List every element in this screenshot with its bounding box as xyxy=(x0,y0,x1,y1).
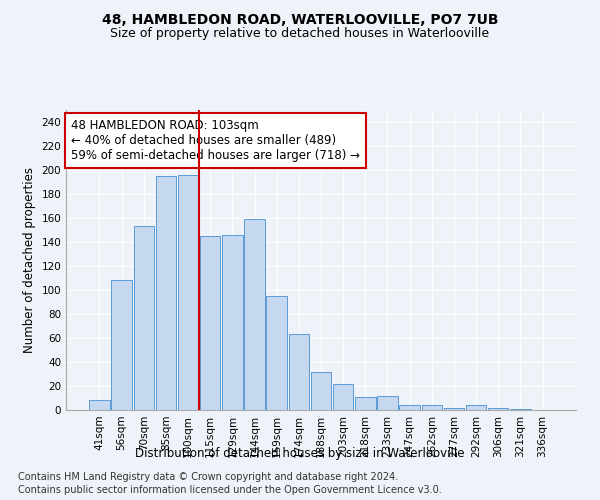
Bar xyxy=(422,405,442,410)
Bar xyxy=(377,396,398,410)
Bar xyxy=(222,235,242,410)
Bar xyxy=(155,176,176,410)
Bar xyxy=(134,226,154,410)
Bar xyxy=(311,372,331,410)
Bar xyxy=(178,175,198,410)
Text: Distribution of detached houses by size in Waterlooville: Distribution of detached houses by size … xyxy=(135,448,465,460)
Text: Contains HM Land Registry data © Crown copyright and database right 2024.: Contains HM Land Registry data © Crown c… xyxy=(18,472,398,482)
Bar xyxy=(289,334,309,410)
Bar xyxy=(355,397,376,410)
Text: 48, HAMBLEDON ROAD, WATERLOOVILLE, PO7 7UB: 48, HAMBLEDON ROAD, WATERLOOVILLE, PO7 7… xyxy=(102,12,498,26)
Bar xyxy=(266,296,287,410)
Bar xyxy=(444,408,464,410)
Bar xyxy=(200,236,220,410)
Text: Contains public sector information licensed under the Open Government Licence v3: Contains public sector information licen… xyxy=(18,485,442,495)
Bar xyxy=(112,280,132,410)
Bar xyxy=(333,384,353,410)
Y-axis label: Number of detached properties: Number of detached properties xyxy=(23,167,36,353)
Bar xyxy=(466,405,487,410)
Bar xyxy=(400,405,420,410)
Bar xyxy=(488,408,508,410)
Bar xyxy=(244,219,265,410)
Text: Size of property relative to detached houses in Waterlooville: Size of property relative to detached ho… xyxy=(110,28,490,40)
Bar xyxy=(510,409,530,410)
Text: 48 HAMBLEDON ROAD: 103sqm
← 40% of detached houses are smaller (489)
59% of semi: 48 HAMBLEDON ROAD: 103sqm ← 40% of detac… xyxy=(71,119,360,162)
Bar xyxy=(89,400,110,410)
